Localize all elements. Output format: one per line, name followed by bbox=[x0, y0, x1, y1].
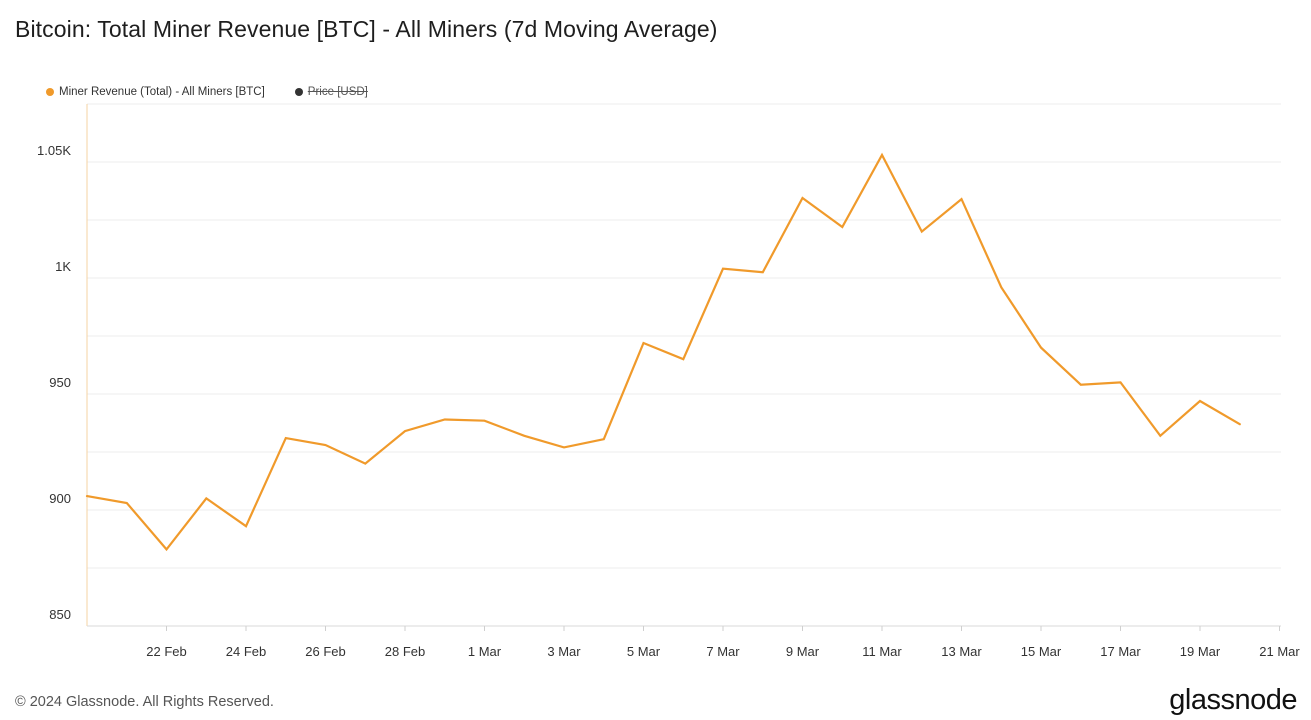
x-tick-label: 1 Mar bbox=[468, 644, 502, 659]
x-tick-label: 3 Mar bbox=[547, 644, 581, 659]
y-axis-ticks: 850 900 950 1K 1.05K bbox=[37, 143, 71, 622]
legend: Miner Revenue (Total) - All Miners [BTC]… bbox=[46, 86, 368, 98]
chart-title: Bitcoin: Total Miner Revenue [BTC] - All… bbox=[15, 16, 718, 42]
x-tick-label: 15 Mar bbox=[1021, 644, 1062, 659]
x-tick-label: 22 Feb bbox=[146, 644, 186, 659]
y-tick-label: 950 bbox=[49, 375, 71, 390]
grid-lines bbox=[86, 103, 1281, 627]
x-tick-label: 9 Mar bbox=[786, 644, 820, 659]
x-tick-label: 24 Feb bbox=[226, 644, 266, 659]
y-tick-label: 900 bbox=[49, 491, 71, 506]
series-layer bbox=[85, 152, 1241, 552]
series-line-miner-revenue bbox=[85, 152, 1241, 552]
copyright-footer: © 2024 Glassnode. All Rights Reserved. bbox=[15, 694, 274, 710]
x-tick-label: 28 Feb bbox=[385, 644, 425, 659]
x-tick-label: 11 Mar bbox=[862, 644, 902, 659]
x-tick-label: 21 Mar bbox=[1259, 644, 1300, 659]
x-tick-label: 5 Mar bbox=[627, 644, 661, 659]
x-tick-label: 13 Mar bbox=[941, 644, 982, 659]
legend-dot-miner-revenue bbox=[46, 88, 54, 96]
legend-dot-price bbox=[294, 88, 303, 96]
legend-item-miner-revenue[interactable]: Miner Revenue (Total) - All Miners [BTC] bbox=[46, 86, 265, 98]
x-tick-label: 19 Mar bbox=[1180, 644, 1221, 659]
y-tick-label: 850 bbox=[49, 607, 71, 622]
x-tick-label: 7 Mar bbox=[706, 644, 740, 659]
glassnode-logo: glassnode bbox=[1169, 684, 1297, 716]
legend-label-price: Price [USD] bbox=[307, 86, 368, 98]
y-tick-label: 1K bbox=[55, 259, 71, 274]
y-tick-label: 1.05K bbox=[37, 143, 71, 158]
x-tick-label: 26 Feb bbox=[305, 644, 345, 659]
legend-label-miner-revenue: Miner Revenue (Total) - All Miners [BTC] bbox=[59, 86, 265, 98]
x-axis-ticks: 22 Feb 24 Feb 26 Feb 28 Feb 1 Mar 3 Mar 5 Mar 7… bbox=[146, 626, 1300, 659]
x-tick-label: 17 Mar bbox=[1100, 644, 1141, 659]
legend-item-price[interactable]: Price [USD] bbox=[294, 86, 368, 98]
